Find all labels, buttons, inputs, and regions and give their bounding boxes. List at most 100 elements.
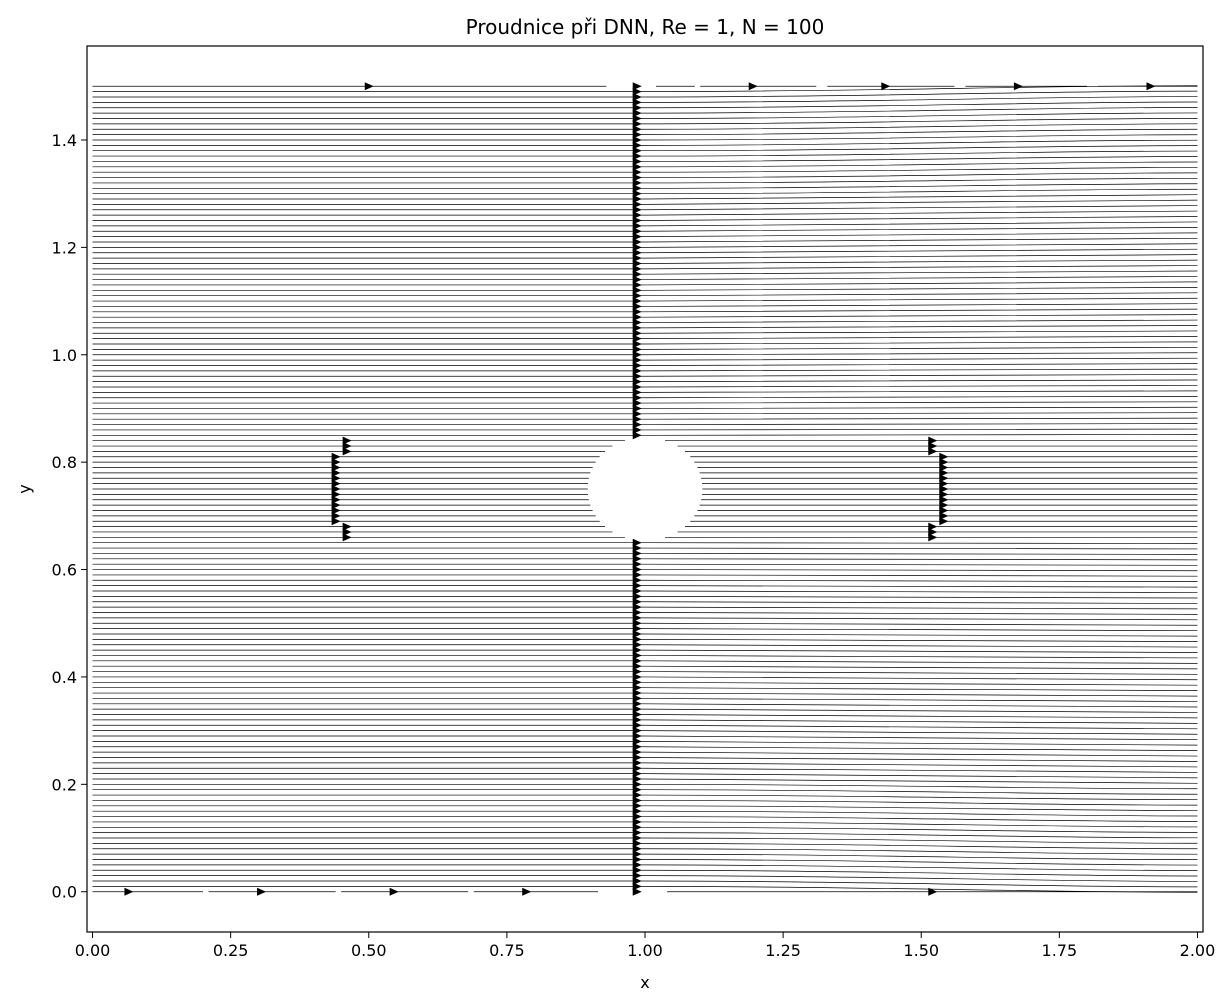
- streamline: [92, 434, 1198, 436]
- streamline-arrow: [632, 130, 642, 139]
- x-tick-label: 0.25: [213, 941, 249, 960]
- streamline-arrow: [632, 227, 642, 236]
- streamline-arrow: [632, 356, 642, 365]
- streamline-arrow: [632, 678, 642, 687]
- streamline: [92, 156, 1198, 162]
- streamline-arrow: [632, 361, 642, 370]
- streamline-arrow: [632, 318, 642, 327]
- streamline-arrow: [632, 420, 642, 429]
- x-axis-label: x: [640, 973, 649, 992]
- streamline-arrow: [632, 205, 642, 214]
- streamline: [92, 248, 1198, 254]
- streamline: [92, 254, 1198, 259]
- streamline-arrow: [632, 302, 642, 311]
- streamline-arrow: [632, 576, 642, 585]
- streamline: [92, 644, 1198, 648]
- y-tick-label: 0.6: [52, 561, 77, 580]
- streamline: [92, 875, 1198, 882]
- streamline-arrow: [632, 624, 642, 633]
- streamline: [92, 778, 1198, 784]
- streamline-arrow: [632, 603, 642, 612]
- streamline: [92, 612, 1198, 615]
- streamline-arrow: [632, 613, 642, 622]
- streamline-arrow: [632, 667, 642, 676]
- streamline-arrow: [632, 248, 642, 257]
- streamline: [92, 101, 1198, 109]
- streamline: [92, 161, 1198, 168]
- streamline: [92, 363, 1198, 366]
- streamline: [92, 216, 1198, 221]
- streamline-arrow: [364, 82, 374, 91]
- streamline-arrow: [632, 597, 642, 606]
- streamline-arrow: [632, 291, 642, 300]
- streamline-arrow: [939, 479, 949, 488]
- streamline: [92, 821, 1198, 828]
- streamline-arrow: [632, 270, 642, 279]
- streamline-arrow: [632, 635, 642, 644]
- streamline-arrow: [632, 758, 642, 767]
- streamline: [92, 336, 1198, 339]
- streamline-arrow: [632, 125, 642, 134]
- streamline-arrow: [632, 549, 642, 558]
- streamline: [92, 406, 1198, 409]
- streamline: [92, 194, 1198, 200]
- streamline-arrow: [928, 527, 938, 536]
- streamline-arrow: [632, 340, 642, 349]
- streamline: [92, 837, 1198, 844]
- x-tick-label: 2.00: [1180, 941, 1216, 960]
- streamline: [92, 325, 1198, 329]
- streamline: [92, 428, 1198, 431]
- streamline: [92, 96, 1198, 103]
- streamline: [92, 789, 1198, 795]
- streamline-arrow: [257, 887, 267, 896]
- streamline-arrow: [632, 850, 642, 859]
- streamline-arrow: [632, 774, 642, 783]
- streamline: [92, 751, 1198, 757]
- streamline-arrow: [632, 844, 642, 853]
- streamline-arrow: [632, 710, 642, 719]
- streamline: [92, 617, 1198, 621]
- streamline-arrow: [632, 817, 642, 826]
- streamline-arrow: [632, 221, 642, 230]
- streamline: [92, 319, 1198, 323]
- streamline-arrow: [632, 211, 642, 220]
- y-tick-label: 0.0: [52, 883, 77, 902]
- streamline-arrow: [522, 887, 532, 896]
- streamline: [92, 590, 1198, 593]
- x-tick-label: 1.50: [903, 941, 939, 960]
- streamline-arrow: [632, 823, 642, 832]
- streamline-arrow: [939, 517, 949, 526]
- streamline: [92, 265, 1198, 270]
- streamline-arrow: [632, 345, 642, 354]
- streamline: [92, 826, 1198, 833]
- streamline: [92, 633, 1198, 637]
- streamline-arrow: [632, 286, 642, 295]
- streamline-arrow: [331, 479, 341, 488]
- streamline-arrow: [632, 404, 642, 413]
- streamline-arrow: [632, 726, 642, 735]
- streamline-arrow: [632, 168, 642, 177]
- streamline-arrow: [939, 458, 949, 467]
- y-tick-label: 0.4: [52, 668, 77, 687]
- streamline-arrow: [939, 452, 949, 461]
- streamline: [92, 330, 1198, 334]
- streamline-arrow: [632, 748, 642, 757]
- streamline: [92, 628, 1198, 632]
- streamline-arrow: [748, 82, 758, 91]
- streamline-arrow: [331, 490, 341, 499]
- streamline: [92, 810, 1198, 817]
- streamline: [92, 730, 1198, 735]
- streamline-arrow: [939, 511, 949, 520]
- streamline-arrow: [331, 458, 341, 467]
- streamline-arrow: [939, 501, 949, 510]
- streamline: [92, 243, 1198, 248]
- streamline-arrow: [632, 415, 642, 424]
- streamline: [92, 368, 1198, 372]
- streamline-arrow: [632, 93, 642, 102]
- streamline-arrow: [632, 764, 642, 773]
- streamline-arrow: [342, 533, 352, 542]
- streamline-arrow: [632, 152, 642, 161]
- streamline-arrow: [632, 796, 642, 805]
- streamline: [92, 585, 1198, 588]
- streamline-arrow: [1146, 82, 1156, 91]
